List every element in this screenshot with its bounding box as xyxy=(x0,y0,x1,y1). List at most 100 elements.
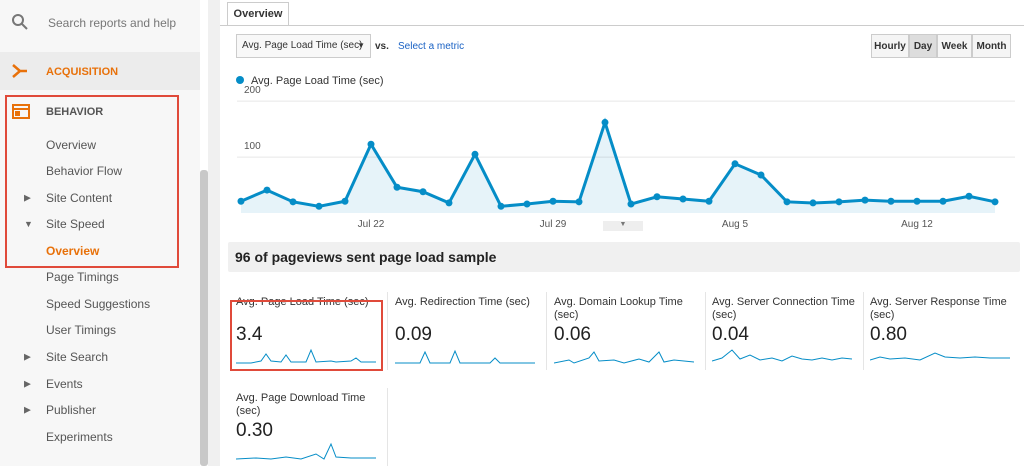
y-tick-label: 200 xyxy=(244,85,261,96)
expand-arrow[interactable]: ▶ xyxy=(24,378,31,389)
acquisition-icon xyxy=(12,64,27,78)
behavior-icon xyxy=(12,104,30,119)
metric-value: 0.09 xyxy=(395,324,432,345)
point xyxy=(705,197,713,205)
nav-item[interactable]: Site Speed xyxy=(46,217,105,231)
point xyxy=(523,200,531,208)
chart-toggle[interactable]: ▼ xyxy=(603,221,643,231)
metric-label: Avg. Page Download Time (sec) xyxy=(236,392,366,417)
nav-item[interactable]: Speed Suggestions xyxy=(46,297,151,311)
expand-arrow[interactable]: ▶ xyxy=(24,404,31,415)
metric-select-text: Avg. Page Load Time (sec) xyxy=(242,40,363,51)
search-input[interactable]: Search reports and help xyxy=(48,16,177,30)
x-tick-label: Aug 12 xyxy=(901,219,933,230)
nav-item[interactable]: Events xyxy=(46,377,83,391)
point xyxy=(549,197,557,205)
point xyxy=(809,199,817,207)
summary-heading: 96 of pageviews sent page load sample xyxy=(235,249,497,265)
tab-underline xyxy=(220,25,1024,26)
point xyxy=(861,196,869,204)
point xyxy=(341,197,349,205)
point xyxy=(471,150,479,158)
nav-item[interactable]: Site Search xyxy=(46,350,109,364)
sidebar: Search reports and help ACQUISITION BEHA… xyxy=(0,0,200,466)
sparkline xyxy=(712,349,852,362)
expand-arrow[interactable]: ▶ xyxy=(24,351,31,362)
collapse-arrow[interactable]: ▼ xyxy=(24,219,33,229)
behavior-label[interactable]: BEHAVIOR xyxy=(46,106,104,118)
legend-marker xyxy=(236,76,244,84)
divider xyxy=(208,0,220,466)
metric-card[interactable]: Avg. Domain Lookup Time (sec) 0.06 xyxy=(548,292,706,370)
granularity-button[interactable]: Month xyxy=(972,34,1011,58)
point xyxy=(393,183,401,191)
point xyxy=(289,198,297,206)
metric-value: 0.04 xyxy=(712,324,749,345)
metric-label: Avg. Server Response Time (sec) xyxy=(870,296,1007,321)
x-tick-label: Jul 22 xyxy=(358,219,385,230)
point xyxy=(991,198,999,206)
point xyxy=(237,197,245,205)
point xyxy=(835,198,843,206)
nav-item[interactable]: Overview xyxy=(46,138,97,152)
select-metric-link[interactable]: Select a metric xyxy=(398,41,465,52)
scrollbar[interactable] xyxy=(200,170,208,466)
nav-item[interactable]: Publisher xyxy=(46,403,97,417)
tab[interactable]: Overview xyxy=(227,2,289,26)
expand-arrow[interactable]: ▶ xyxy=(24,192,31,203)
acquisition-row[interactable] xyxy=(0,52,200,90)
point xyxy=(367,140,375,148)
point xyxy=(419,188,427,196)
nav-item[interactable]: Site Content xyxy=(46,191,113,205)
point xyxy=(887,197,895,205)
granularity-button[interactable]: Week xyxy=(937,34,972,58)
summary-band xyxy=(228,242,1020,272)
metric-card[interactable]: Avg. Page Load Time (sec) 3.4 xyxy=(230,292,388,370)
y-tick-label: 100 xyxy=(244,141,261,152)
line xyxy=(240,117,996,208)
point xyxy=(627,200,635,208)
metric-label: Avg. Redirection Time (sec) xyxy=(395,296,530,308)
nav-item[interactable]: User Timings xyxy=(46,323,117,337)
highlight-box xyxy=(5,95,179,268)
point xyxy=(445,199,453,207)
point xyxy=(601,118,609,126)
point xyxy=(757,171,765,179)
sparkline xyxy=(236,442,376,460)
nav-item[interactable]: Behavior Flow xyxy=(46,164,123,178)
sparkline xyxy=(870,352,1010,361)
acquisition-label[interactable]: ACQUISITION xyxy=(46,66,119,78)
metric-card[interactable]: Avg. Redirection Time (sec) 0.09 xyxy=(389,292,547,370)
point xyxy=(783,198,791,206)
sparkline xyxy=(236,348,376,364)
legend-label: Avg. Page Load Time (sec) xyxy=(251,75,383,87)
point xyxy=(939,197,947,205)
point xyxy=(263,186,271,194)
point xyxy=(575,198,583,206)
point xyxy=(653,193,661,201)
point xyxy=(965,192,973,200)
metric-card[interactable]: Avg. Server Connection Time (sec) 0.04 xyxy=(706,292,864,370)
metric-card[interactable]: Avg. Page Download Time (sec) 0.30 xyxy=(230,388,388,466)
metric-label: Avg. Server Connection Time (sec) xyxy=(712,296,855,321)
highlight-box xyxy=(230,300,383,371)
nav-item[interactable]: Page Timings xyxy=(46,270,119,284)
metric-value: 0.30 xyxy=(236,420,273,441)
nav-item[interactable]: Experiments xyxy=(46,430,113,444)
point xyxy=(497,202,505,210)
metric-value: 0.06 xyxy=(554,324,591,345)
sparkline xyxy=(554,351,694,364)
search-icon xyxy=(12,14,28,30)
metric-label: Avg. Domain Lookup Time (sec) xyxy=(554,296,683,321)
x-tick-label: Aug 5 xyxy=(722,219,749,230)
granularity-button-active[interactable]: Day xyxy=(909,34,937,58)
sparkline xyxy=(395,349,535,364)
metric-select[interactable]: Avg. Page Load Time (sec) ▼ xyxy=(236,34,371,58)
metric-value: 0.80 xyxy=(870,324,907,345)
vs-label: vs. xyxy=(375,41,389,52)
metric-value: 3.4 xyxy=(236,324,263,345)
granularity-button[interactable]: Hourly xyxy=(871,34,909,58)
point xyxy=(679,195,687,203)
metric-card[interactable]: Avg. Server Response Time (sec) 0.80 xyxy=(864,292,1022,370)
nav-item-active[interactable]: Overview xyxy=(46,244,100,258)
